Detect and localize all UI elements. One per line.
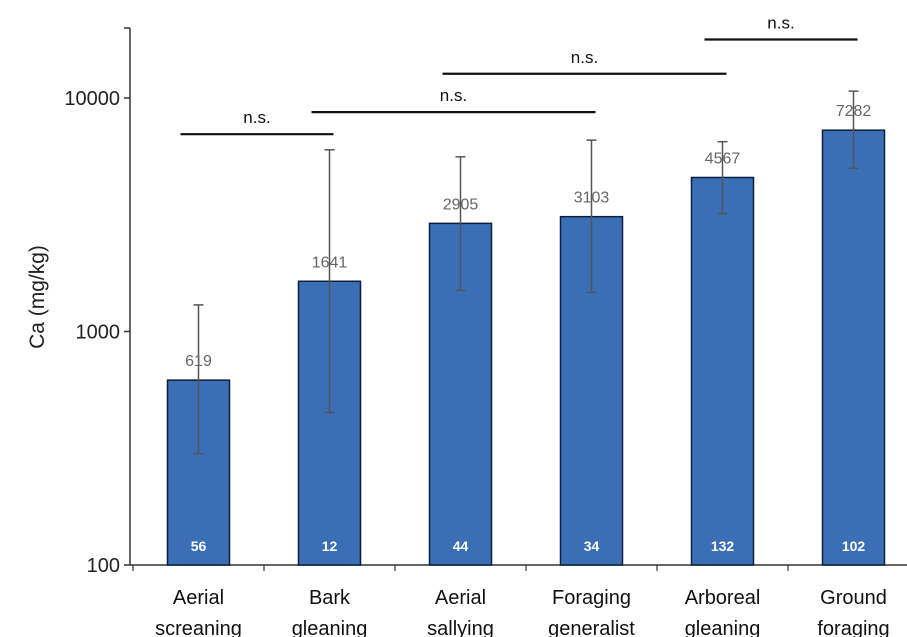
category-label: Aerial screaning [155,587,242,637]
sample-size-label: 102 [842,538,866,554]
category-label: Foraging generalist [548,587,635,637]
sample-size-label: 132 [711,538,735,554]
bar-value-label: 4567 [705,150,741,167]
bar [821,129,886,566]
category-label: Arboreal gleaning [685,587,761,637]
category-label: Aerial sallying [427,587,494,637]
bar [690,176,755,566]
y-tick-label: 1000 [76,322,121,344]
bar-value-label: 7282 [836,103,872,120]
category-label: Bark gleaning [292,587,368,637]
axis-layer: 100 1000 10000 Aerial screaning Bark gleaning A… [64,27,907,637]
y-tick-label: 10000 [64,88,120,110]
significance-label: n.s. [571,48,598,67]
y-tick-label: 100 [87,555,120,577]
sample-size-label: 34 [584,538,600,554]
category-label: Ground foraging [817,587,889,637]
sample-size-label: 44 [453,538,469,554]
significance-layer: n.s. n.s. n.s. n.s. [180,14,858,136]
sample-size-label: 56 [191,538,207,554]
bar-value-label: 2905 [443,196,479,213]
bar-value-label: 619 [185,353,212,370]
y-axis-label: Ca (mg/kg) [26,245,49,349]
sample-size-label: 12 [322,538,338,554]
bar-layer: 619 56 1641 12 2905 44 3103 34 4567 132 7282 102 [166,90,886,566]
bar-value-label: 1641 [312,254,348,271]
significance-label: n.s. [440,86,467,105]
significance-label: n.s. [767,14,794,33]
bar-value-label: 3103 [574,190,610,207]
significance-label: n.s. [243,108,270,127]
